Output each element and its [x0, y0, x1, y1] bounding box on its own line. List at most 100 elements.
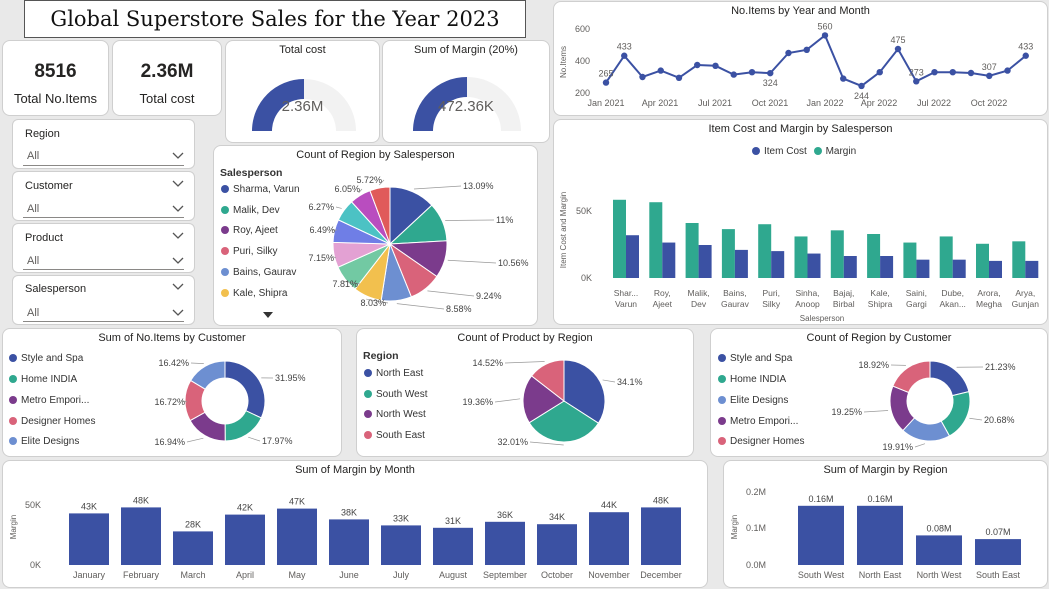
- leader-line: [504, 361, 545, 364]
- chevron-down-icon[interactable]: [172, 257, 184, 265]
- data-label: 9.24%: [476, 291, 502, 301]
- bar: [798, 505, 844, 565]
- data-label: 265: [598, 69, 613, 79]
- y-tick: 400: [575, 56, 590, 66]
- legend-item[interactable]: Style and Spa: [9, 353, 83, 364]
- legend-label: Puri, Silky: [233, 246, 278, 257]
- region-by-customer-card[interactable]: Count of Region by Customer Style and Sp…: [710, 328, 1048, 457]
- x-tick: Jul 2022: [917, 98, 951, 108]
- chevron-down-icon[interactable]: [172, 180, 184, 188]
- margin-by-region-card[interactable]: Sum of Margin by Region Margin 0.2M 0.1M…: [723, 460, 1048, 588]
- slicer-product[interactable]: Product All: [12, 223, 195, 273]
- region-by-salesperson-card[interactable]: Count of Region by Salesperson Salespers…: [213, 145, 538, 326]
- legend-item[interactable]: North East: [364, 368, 423, 379]
- legend-item[interactable]: North West: [364, 409, 426, 420]
- data-label: 48K: [133, 495, 149, 505]
- slicer-product-value[interactable]: All: [27, 255, 40, 267]
- legend-item[interactable]: Elite Designs: [9, 436, 79, 447]
- data-label: 244: [854, 91, 869, 101]
- slicer-region[interactable]: Region All: [12, 119, 195, 169]
- legend-item[interactable]: South East: [364, 430, 425, 441]
- legend-label: Malik, Dev: [233, 205, 280, 216]
- gauge-total-cost-value: 2.36M: [281, 98, 324, 115]
- data-point: [785, 49, 792, 57]
- legend-item[interactable]: Sharma, Varun: [221, 184, 300, 195]
- legend-scroll-down-icon[interactable]: [263, 312, 273, 318]
- region-by-customer-title: Count of Region by Customer: [806, 332, 952, 344]
- x-tick: Apr 2021: [642, 98, 679, 108]
- data-point: [748, 69, 756, 76]
- slicer-salesperson-value[interactable]: All: [27, 307, 40, 319]
- legend-item[interactable]: Designer Homes: [9, 416, 95, 427]
- legend-item[interactable]: Style and Spa: [718, 353, 792, 364]
- legend-item[interactable]: Designer Homes: [718, 436, 804, 447]
- legend-item[interactable]: Home INDIA: [9, 374, 77, 385]
- legend-item[interactable]: Bains, Gaurav: [221, 267, 296, 278]
- data-point: [913, 78, 920, 85]
- data-label: 21.23%: [985, 362, 1016, 372]
- legend-label: Home INDIA: [730, 374, 787, 385]
- y-tick: 50K: [25, 500, 41, 510]
- data-label: 475: [890, 35, 905, 45]
- margin-by-month-card[interactable]: Sum of Margin by Month Margin 50K 0K 43K…: [2, 460, 708, 588]
- gauge-margin-card[interactable]: Sum of Margin (20%) 472.36K: [382, 40, 550, 143]
- legend-item[interactable]: South West: [364, 389, 428, 400]
- data-label: 307: [982, 62, 997, 72]
- data-label: 20.68%: [984, 415, 1015, 425]
- bar-item-cost: [916, 259, 930, 278]
- x-tick: June: [339, 570, 359, 580]
- bar: [381, 525, 421, 565]
- bar-margin: [903, 242, 917, 278]
- x-tick: Jan 2021: [587, 98, 624, 108]
- slicer-salesperson[interactable]: Salesperson All: [12, 275, 195, 325]
- slicer-customer[interactable]: Customer All: [12, 171, 195, 221]
- items-by-month-card[interactable]: No.Items by Year and Month No.Items 600 …: [553, 1, 1048, 116]
- leader-line: [914, 443, 926, 448]
- legend-item[interactable]: Elite Designs: [718, 395, 788, 406]
- x-tick: South West: [798, 570, 845, 580]
- bar: [857, 505, 903, 565]
- legend-item[interactable]: Home INDIA: [718, 374, 786, 385]
- gauge-total-cost: [252, 79, 356, 131]
- bar: [537, 524, 577, 565]
- chevron-down-icon[interactable]: [172, 152, 184, 160]
- legend-item[interactable]: Roy, Ajeet: [221, 225, 278, 236]
- bar-item-cost: [952, 259, 966, 278]
- legend-item[interactable]: Malik, Dev: [221, 205, 280, 216]
- product-by-region-card[interactable]: Count of Product by Region Region North …: [356, 328, 694, 457]
- data-label: 8.03%: [360, 298, 386, 308]
- x-tick: January: [73, 570, 106, 580]
- y-tick: 0.0M: [746, 560, 766, 570]
- chevron-down-icon[interactable]: [172, 283, 184, 291]
- kpi-total-cost-card[interactable]: 2.36M Total cost: [112, 40, 222, 116]
- x-tick: Arya,: [1015, 288, 1035, 298]
- chevron-down-icon[interactable]: [172, 205, 184, 213]
- gauge-margin-title: Sum of Margin (20%): [414, 44, 518, 56]
- leader-line: [358, 188, 363, 194]
- items-by-month-title: No.Items by Year and Month: [731, 5, 870, 17]
- legend-item[interactable]: Puri, Silky: [221, 246, 277, 257]
- bar: [589, 512, 629, 565]
- cost-margin-card[interactable]: Item Cost and Margin by Salesperson Item…: [553, 119, 1048, 325]
- x-tick: May: [288, 570, 306, 580]
- chevron-down-icon[interactable]: [172, 232, 184, 240]
- bar: [485, 521, 525, 565]
- bar-item-cost: [734, 249, 748, 278]
- legend-item[interactable]: Kale, Shipra: [221, 288, 287, 299]
- legend-item[interactable]: Metro Empori...: [718, 416, 798, 427]
- legend-marker: [9, 354, 17, 362]
- y-tick: 600: [575, 24, 590, 34]
- slicer-region-value[interactable]: All: [27, 150, 40, 162]
- gauge-total-cost-card[interactable]: Total cost 2.36M: [225, 40, 380, 143]
- data-label: 0.16M: [867, 494, 892, 504]
- bar: [641, 507, 681, 565]
- slicer-customer-value[interactable]: All: [27, 203, 40, 215]
- items-by-customer-card[interactable]: Sum of No.Items by Customer Style and Sp…: [2, 328, 342, 457]
- kpi-total-items-label: Total No.Items: [13, 91, 98, 106]
- legend-item[interactable]: Metro Empori...: [9, 395, 89, 406]
- x-tick: March: [180, 570, 205, 580]
- bar-item-cost: [989, 260, 1002, 278]
- chevron-down-icon[interactable]: [172, 309, 184, 317]
- data-point: [931, 69, 938, 76]
- kpi-total-items-card[interactable]: 8516 Total No.Items: [2, 40, 109, 116]
